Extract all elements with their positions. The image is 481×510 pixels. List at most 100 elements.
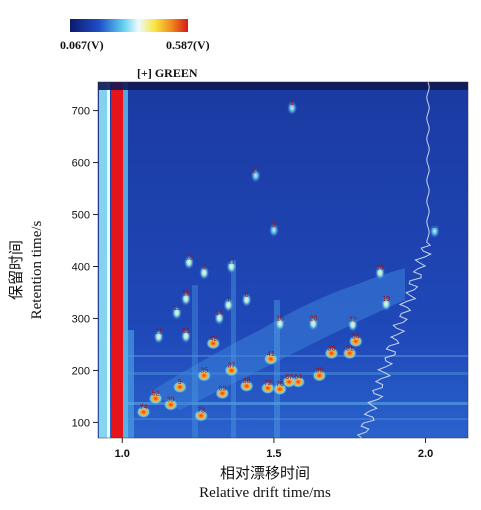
x-tick-label-1: 1.5 — [266, 448, 281, 460]
spot-label-25: 35 — [200, 368, 208, 375]
signal-spot-9 — [241, 292, 252, 307]
spot-label-36: 74 — [140, 404, 148, 411]
signal-spot-29 — [260, 382, 275, 395]
signal-spot-8 — [180, 291, 191, 306]
signal-spot-13 — [381, 296, 392, 311]
x-axis-label-en: Relative drift time/ms — [199, 485, 331, 501]
spot-label-4: 13 — [185, 254, 193, 261]
signal-spot-21 — [342, 347, 357, 360]
spot-label-23: 41 — [267, 351, 275, 358]
spot-label-20: 30 — [328, 345, 336, 352]
spot-label-7: 18 — [376, 265, 384, 272]
x-tick-label-2: 2.0 — [418, 448, 433, 460]
y-tick-label-4: 500 — [72, 210, 90, 222]
streak-x135 — [231, 260, 236, 438]
signal-spot-12 — [214, 310, 225, 325]
signal-spot-1 — [250, 168, 261, 183]
x-tick-label-0: 1.0 — [115, 448, 130, 460]
signal-spot-6 — [199, 265, 210, 280]
signal-spot-25 — [197, 369, 212, 382]
rip-tail — [128, 330, 134, 438]
signal-spot-11 — [171, 305, 182, 320]
colorbar — [70, 19, 188, 32]
plot-frame — [97, 81, 469, 439]
spot-label-5: 11 — [228, 258, 235, 265]
signal-spot-14 — [274, 316, 285, 331]
signal-spot-17 — [153, 329, 164, 344]
y-axis-label-en: Retention time/s — [29, 220, 45, 320]
spot-label-31: 67 — [285, 374, 293, 381]
signal-spots — [136, 100, 440, 422]
y-tick-label-5: 600 — [72, 158, 90, 170]
signal-spot-2 — [268, 223, 279, 238]
plot-title: [+] GREEN — [137, 66, 198, 80]
signal-spot-16 — [347, 317, 358, 332]
baseline-streak-3 — [128, 402, 468, 405]
signal-spot-23 — [263, 353, 278, 366]
spot-label-34: 9 — [178, 379, 182, 386]
spot-label-35: 39 — [167, 397, 175, 404]
signal-spot-31 — [282, 375, 297, 388]
signal-spot-34 — [172, 381, 187, 394]
spot-label-14: 16 — [276, 316, 284, 323]
signal-spot-20 — [324, 347, 339, 360]
rip-halo-left — [99, 82, 107, 438]
baseline-streak-2 — [128, 372, 468, 375]
y-tick-label-1: 200 — [72, 365, 90, 377]
spot-label-21: 31 — [346, 345, 354, 352]
signal-spot-0 — [287, 100, 298, 115]
spot-label-19: 42 — [209, 335, 217, 342]
spot-label-10: 7 — [226, 297, 230, 304]
spot-label-2: 3 — [272, 222, 276, 229]
rip-halo-right — [123, 82, 128, 438]
spot-label-28: 38 — [243, 378, 251, 385]
signal-spot-28 — [239, 380, 254, 393]
diagonal-band — [150, 268, 405, 410]
signal-spot-35 — [163, 398, 178, 411]
signal-spot-33 — [148, 392, 163, 405]
spot-label-33: 52 — [152, 391, 160, 398]
spot-label-22: 34 — [352, 333, 360, 340]
plot-area — [98, 82, 468, 438]
spot-label-30: 70 — [276, 381, 284, 388]
baseline-streak-4 — [128, 418, 468, 420]
signal-spot-22 — [348, 335, 363, 348]
streak-x150 — [274, 300, 280, 438]
spot-label-16: 32 — [349, 317, 357, 324]
spot-label-32: 69 — [218, 385, 226, 392]
signal-spot-3 — [429, 224, 440, 239]
reaction-ion-peak — [111, 82, 123, 438]
spot-label-17: 21 — [155, 329, 163, 336]
signal-spot-32 — [215, 387, 230, 400]
ion-spectrum-trace — [356, 82, 432, 438]
spot-label-11: 19 — [173, 305, 181, 312]
y-tick-label-2: 300 — [72, 313, 90, 325]
spot-label-15: 20 — [309, 316, 317, 323]
signal-spot-37 — [194, 409, 209, 422]
signal-spot-24 — [224, 364, 239, 377]
spot-label-8: 15 — [182, 291, 190, 298]
signal-spot-4 — [183, 255, 194, 270]
signal-spot-36 — [136, 406, 151, 419]
y-tick-label-0: 100 — [72, 417, 90, 429]
spot-label-13: 19 — [382, 296, 390, 303]
spot-labels: 1 17 3 8 13 11 4 1 8 15 67 19 14 19 16 20 32 21 61 42 30 31 34… — [140, 100, 437, 415]
spot-label-18: 61 — [182, 328, 190, 335]
signal-spot-26 — [312, 369, 327, 382]
spot-label-26: 36 — [315, 368, 323, 375]
y-axis-label: 保留时间 Retention time/s — [2, 185, 52, 355]
signal-spot-15 — [308, 316, 319, 331]
y-tick-label-3: 400 — [72, 261, 90, 273]
spot-label-24: 37 — [228, 362, 236, 369]
spot-label-3: 8 — [433, 223, 437, 230]
signal-spot-7 — [375, 265, 386, 280]
spot-label-1: 17 — [252, 168, 260, 175]
signal-spot-19 — [206, 337, 221, 350]
spot-label-0: 1 — [290, 100, 294, 107]
spot-label-37: 73 — [197, 408, 205, 415]
spot-label-12: 14 — [215, 310, 223, 317]
colorbar-min-label: 0.067(V) — [60, 38, 104, 52]
signal-spot-10 — [223, 297, 234, 312]
spot-label-29: 72 — [264, 380, 272, 387]
